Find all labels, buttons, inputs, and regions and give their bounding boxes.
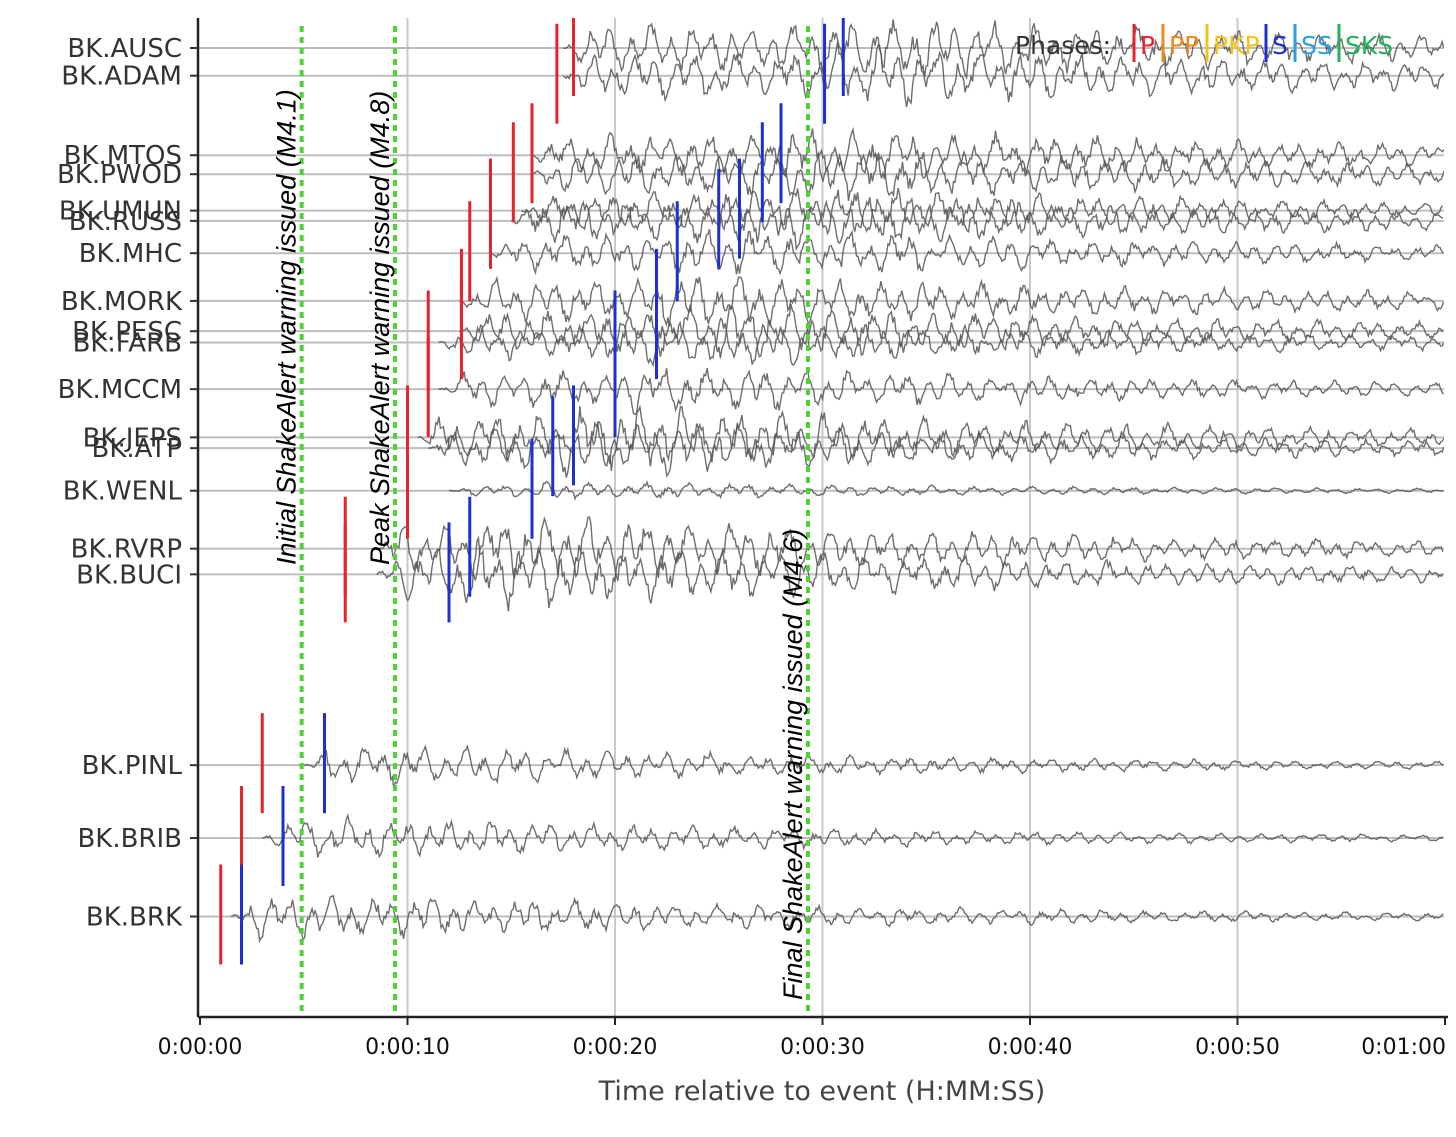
- legend-item: PP: [1169, 31, 1199, 60]
- station-label: BK.ATP: [92, 434, 182, 464]
- waveform-bk-buci: [376, 535, 1444, 612]
- phase-picks: [219, 18, 845, 965]
- waveform-bk-wenl: [448, 480, 1444, 501]
- station-label: BK.PESC: [72, 317, 182, 347]
- waveform-bk-russ: [511, 194, 1444, 252]
- station-label: BK.UMUN: [59, 197, 182, 227]
- grid: [406, 18, 1239, 1017]
- waveform-bk-rvrp: [376, 516, 1444, 582]
- phase-legend: Phases: P PP PKP S SS SKS: [1015, 24, 1393, 62]
- legend-item: P: [1140, 31, 1155, 60]
- x-axis-title: Time relative to event (H:MM:SS): [598, 1076, 1046, 1107]
- waveform-bk-mhc: [490, 228, 1444, 276]
- station-label: BK.BRK: [86, 903, 183, 933]
- x-tick-label: 0:00:50: [1195, 1035, 1280, 1060]
- waveform-bk-pesc: [459, 303, 1444, 359]
- waveform-bk-mccm: [438, 367, 1444, 416]
- x-tick-label: 0:01:00: [1361, 1035, 1446, 1060]
- station-label: BK.PWOD: [57, 160, 182, 190]
- legend-item: S: [1272, 31, 1288, 60]
- station-label: BK.BUCI: [76, 560, 182, 590]
- station-label: BK.MCCM: [58, 375, 182, 405]
- station-label: BK.BRIB: [77, 824, 182, 854]
- station-label: BK.FARB: [73, 328, 182, 358]
- station-label: BK.MTOS: [64, 141, 182, 171]
- station-label: BK.AUSC: [67, 34, 182, 64]
- warning-label: Initial ShakeAlert warning issued (M4.1): [272, 89, 302, 565]
- station-label: BK.PINL: [82, 751, 183, 781]
- waveform-bk-jeps: [417, 404, 1444, 471]
- station-label: BK.ADAM: [61, 62, 182, 92]
- waveform-bk-mork: [459, 275, 1444, 328]
- legend-item: SS: [1301, 31, 1333, 60]
- legend-item: SKS: [1345, 31, 1393, 60]
- warning-label: Final ShakeAlert warning issued (M4.6): [778, 529, 808, 1000]
- station-label: BK.JEPS: [83, 423, 182, 453]
- waveform-traces: [230, 19, 1444, 944]
- station-label: BK.MORK: [61, 287, 183, 317]
- x-tick-label: 0:00:10: [365, 1035, 450, 1060]
- waveform-bk-brib: [262, 813, 1444, 859]
- x-tick-label: 0:00:40: [988, 1035, 1073, 1060]
- waveform-bk-ausc: [562, 19, 1444, 81]
- waveform-bk-brk: [230, 894, 1444, 944]
- x-axis-ticks: 0:00:00 0:00:10 0:00:20 0:00:30 0:00:40 0:00:…: [158, 1017, 1446, 1060]
- station-label: BK.MHC: [79, 239, 182, 269]
- waveform-bk-atp: [428, 420, 1444, 478]
- waveform-bk-pwod: [531, 146, 1444, 202]
- station-label: BK.RUSS: [69, 207, 182, 237]
- warning-label: Peak ShakeAlert warning issued (M4.8): [365, 91, 395, 565]
- station-label: BK.WENL: [63, 477, 183, 507]
- waveform-bk-adam: [562, 41, 1444, 108]
- x-tick-label: 0:00:00: [158, 1035, 243, 1060]
- warning-annotations: Initial ShakeAlert warning issued (M4.1)…: [272, 26, 810, 1017]
- x-tick-label: 0:00:30: [780, 1035, 865, 1060]
- waveform-bk-umun: [521, 187, 1444, 236]
- station-label: BK.RVRP: [71, 535, 182, 565]
- x-tick-label: 0:00:20: [573, 1035, 658, 1060]
- legend-item: PKP: [1213, 31, 1260, 60]
- waveform-bk-mtos: [531, 126, 1444, 182]
- waveform-bk-farb: [438, 317, 1444, 368]
- waveform-bk-pinl: [303, 744, 1444, 789]
- legend-title: Phases:: [1015, 31, 1111, 60]
